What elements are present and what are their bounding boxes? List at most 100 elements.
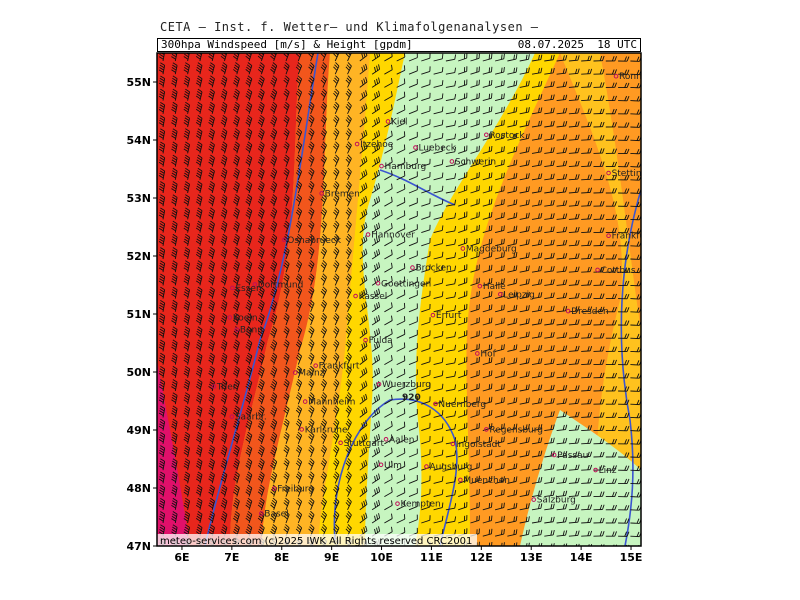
wind-barb — [371, 328, 381, 339]
wind-barb — [320, 510, 327, 524]
wind-barb — [445, 516, 457, 524]
wind-barb — [245, 233, 253, 246]
wind-barb — [396, 250, 406, 260]
wind-barb — [308, 378, 315, 392]
wind-barb — [233, 273, 240, 286]
wind-barb — [270, 273, 278, 286]
wind-barb — [257, 378, 265, 392]
wind-barb — [195, 392, 203, 405]
wind-barb — [384, 421, 393, 431]
wind-barb — [408, 369, 418, 379]
wind-barb — [208, 352, 215, 365]
wind-barb — [220, 365, 228, 378]
lat-tick-label: 50N — [126, 366, 151, 379]
wind-barb — [183, 299, 190, 312]
wind-barb — [384, 262, 393, 273]
wind-barb — [308, 273, 315, 286]
wind-barb — [643, 374, 654, 379]
city-label: Saarbr. — [235, 413, 267, 423]
wind-barb — [158, 220, 166, 233]
wind-barb — [345, 75, 352, 88]
wind-barb — [220, 128, 228, 141]
wind-barb — [257, 220, 265, 233]
wind-barb — [233, 392, 240, 405]
wind-barb — [295, 299, 303, 312]
wind-barb — [359, 129, 368, 141]
wind-barb — [320, 246, 327, 260]
city-label: Cottbus — [601, 266, 636, 276]
wind-barb — [245, 114, 253, 128]
wind-barb — [643, 321, 654, 326]
wind-barb — [643, 189, 654, 194]
wind-barb — [445, 173, 457, 181]
wind-barb — [208, 471, 215, 484]
wind-barb — [345, 405, 352, 418]
wind-barb — [408, 448, 418, 458]
wind-barb — [171, 181, 178, 194]
wind-barb — [384, 500, 393, 511]
wind-barb — [233, 75, 240, 88]
wind-barb — [195, 88, 203, 101]
wind-barb — [283, 62, 290, 75]
wind-barb — [308, 167, 315, 180]
wind-barb — [371, 341, 381, 352]
wind-barb — [171, 326, 178, 339]
wind-barb — [158, 247, 166, 260]
wind-barb — [408, 65, 418, 75]
city-label: Ronne — [619, 72, 648, 82]
wind-barb — [396, 65, 406, 75]
wind-barb — [396, 368, 406, 379]
city-label: Hof — [480, 349, 496, 359]
wind-barb — [333, 62, 340, 75]
wind-barb — [371, 407, 381, 418]
wind-barb — [183, 273, 190, 286]
wind-barb — [245, 312, 253, 326]
wind-barb — [308, 194, 315, 207]
wind-barb — [195, 379, 203, 392]
wind-barb — [371, 486, 381, 497]
wind-barb — [220, 88, 228, 101]
wind-barb — [158, 299, 166, 312]
wind-barb — [171, 484, 178, 497]
wind-barb — [359, 420, 368, 431]
wind-barb — [371, 262, 381, 273]
wind-barb — [333, 299, 340, 312]
wind-barb — [345, 62, 352, 75]
wind-barb — [433, 132, 444, 141]
wind-barb — [421, 277, 431, 286]
wind-barb — [220, 101, 228, 114]
wind-barb — [433, 251, 444, 260]
wind-barb — [345, 207, 352, 220]
wind-barb — [171, 497, 178, 510]
wind-barb — [233, 101, 240, 114]
wind-barb — [257, 194, 265, 207]
wind-barb — [433, 185, 444, 194]
city-label: Fulda — [369, 336, 393, 346]
wind-barb — [345, 220, 352, 233]
wind-barb — [320, 194, 327, 207]
wind-barb — [257, 471, 265, 484]
wind-barb — [371, 420, 381, 431]
wind-barb — [257, 154, 265, 167]
wind-barb — [421, 264, 431, 273]
wind-barb — [384, 487, 393, 497]
wind-barb — [408, 514, 418, 524]
wind-barb — [396, 355, 406, 366]
wind-barb — [308, 497, 315, 510]
wind-barb — [433, 93, 444, 102]
wind-barb — [220, 233, 228, 246]
city-label: Dortmund — [258, 280, 304, 290]
wind-barb — [308, 128, 315, 141]
wind-barb — [233, 299, 240, 312]
wind-barb — [445, 239, 457, 247]
wind-barb — [371, 473, 381, 484]
wind-barb — [320, 273, 327, 286]
wind-barb — [371, 196, 381, 207]
wind-barb — [158, 88, 166, 101]
wind-barb — [308, 246, 315, 260]
wind-barb — [245, 194, 253, 207]
wind-barb — [458, 53, 468, 62]
city-label: Leipzig — [503, 290, 535, 300]
wind-barb — [384, 223, 393, 233]
